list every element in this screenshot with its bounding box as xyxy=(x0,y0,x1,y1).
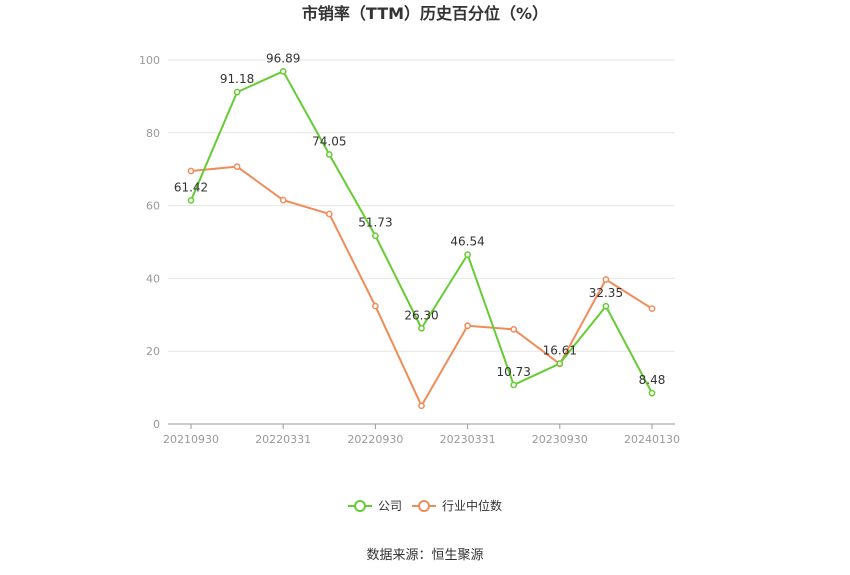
data-point-0 xyxy=(464,251,471,258)
y-tick-label: 60 xyxy=(146,200,160,213)
data-label: 26.30 xyxy=(404,308,438,322)
data-label: 16.61 xyxy=(543,344,577,358)
y-tick-label: 80 xyxy=(146,127,160,140)
legend-label: 行业中位数 xyxy=(442,498,502,513)
legend-item-1[interactable]: 行业中位数 xyxy=(412,498,502,513)
data-point-1 xyxy=(602,276,610,283)
data-label: 32.35 xyxy=(589,286,623,300)
legend[interactable]: 公司 行业中位数 xyxy=(348,498,502,513)
data-point-0 xyxy=(233,88,241,96)
data-label: 51.73 xyxy=(358,216,392,230)
data-label: 91.18 xyxy=(220,72,254,86)
grid-lines xyxy=(168,59,675,352)
x-tick-label: 20220930 xyxy=(347,433,403,446)
x-axis: 20210930 20220331 20220930 20230331 20230930… xyxy=(163,424,680,446)
x-tick-label: 20210930 xyxy=(163,433,219,446)
y-tick-label: 40 xyxy=(146,272,160,285)
chart-title: 市销率（TTM）历史百分位（%） xyxy=(302,4,548,23)
y-tick-label: 100 xyxy=(139,54,160,67)
data-point-0 xyxy=(556,360,564,367)
source-note: 数据来源：恒生聚源 xyxy=(366,548,483,563)
data-point-1 xyxy=(418,402,425,410)
data-label: 8.48 xyxy=(639,373,666,387)
data-labels: 61.42 91.18 96.89 74.05 51.73 26.30 46.54 10.73… xyxy=(174,51,666,387)
data-point-0 xyxy=(648,389,656,397)
legend-label: 公司 xyxy=(378,499,402,513)
data-point-1 xyxy=(325,210,333,218)
data-label: 96.89 xyxy=(266,51,300,65)
legend-marker xyxy=(418,500,430,512)
data-label: 46.54 xyxy=(450,235,484,249)
data-label: 10.73 xyxy=(497,365,531,379)
data-point-1 xyxy=(279,196,287,204)
data-point-1 xyxy=(464,322,471,330)
data-point-0 xyxy=(279,67,287,75)
data-point-1 xyxy=(233,163,241,171)
data-point-0 xyxy=(510,381,518,389)
data-point-1 xyxy=(187,167,195,175)
y-tick-label: 20 xyxy=(146,345,160,358)
y-tick-label: 0 xyxy=(153,418,160,431)
data-point-0 xyxy=(418,324,425,332)
series-layer xyxy=(187,67,656,410)
x-tick-label: 20240130 xyxy=(624,433,680,446)
data-point-0 xyxy=(372,232,379,240)
x-tick-label: 20230331 xyxy=(440,433,496,446)
legend-marker xyxy=(354,500,366,512)
data-label: 61.42 xyxy=(174,180,208,194)
data-point-0 xyxy=(325,151,333,158)
y-axis: 0 20 40 60 80 100 xyxy=(139,54,160,431)
x-tick-label: 20230930 xyxy=(532,433,588,446)
data-point-1 xyxy=(648,305,656,312)
data-label: 74.05 xyxy=(312,134,346,148)
data-point-0 xyxy=(187,197,195,204)
data-point-1 xyxy=(510,326,518,333)
series-line-1 xyxy=(190,165,653,407)
legend-item-0[interactable]: 公司 xyxy=(348,499,402,513)
data-point-0 xyxy=(602,302,610,310)
series-line-0 xyxy=(190,70,653,394)
x-tick-label: 20220331 xyxy=(255,433,311,446)
data-point-1 xyxy=(372,302,379,310)
